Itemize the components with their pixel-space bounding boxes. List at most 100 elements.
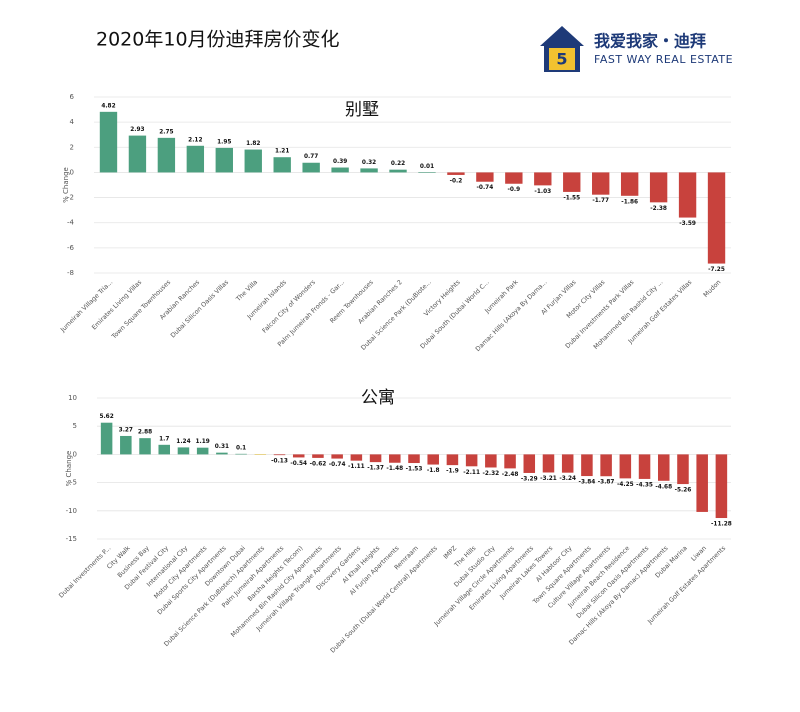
bar [619, 454, 632, 479]
bar [177, 447, 190, 455]
data-label: 5.62 [99, 414, 113, 420]
data-label: -7.25 [708, 267, 725, 273]
x-tick-label: Dubai Silicon Oasis Apartments [575, 545, 650, 620]
bar [244, 149, 262, 173]
data-label: 2.12 [188, 137, 202, 143]
bar [485, 454, 497, 468]
data-label: 0.32 [362, 160, 376, 166]
data-label: -3.59 [679, 221, 696, 227]
data-label: -0.62 [310, 461, 327, 467]
data-label: -1.48 [386, 466, 403, 472]
bar [505, 172, 523, 184]
bar [389, 454, 401, 463]
data-label: 0.39 [333, 159, 347, 165]
bar [465, 454, 478, 467]
bar [128, 135, 147, 173]
data-label: -5.26 [675, 488, 692, 494]
brand: 我爱我家・迪拜 [594, 32, 706, 51]
y-tick-label: 0 [73, 450, 77, 458]
bar [561, 454, 574, 473]
bar [523, 454, 536, 473]
y-tick-label: -6 [67, 244, 75, 252]
x-tick-label: IMPZ [442, 544, 458, 560]
x-tick-label: Jumeirah Golf Estates Villas [627, 279, 694, 346]
page-title: 2020年10月份迪拜房价变化 [96, 29, 340, 51]
y-tick-label: -4 [67, 219, 75, 227]
bar [408, 454, 420, 464]
bar [186, 145, 205, 173]
data-label: -3.84 [579, 480, 596, 486]
bar [312, 454, 324, 458]
data-label: 2.75 [159, 129, 173, 135]
x-tick-label: Dubai Investments P... [58, 545, 113, 600]
data-label: -1.03 [534, 189, 551, 195]
data-label: -1.9 [446, 469, 459, 475]
bar [427, 454, 439, 465]
data-label: 1.7 [159, 436, 169, 442]
data-label: -0.74 [329, 462, 346, 468]
data-label: 4.82 [101, 103, 115, 109]
data-label: -3.87 [598, 480, 615, 486]
data-label: 0.01 [420, 164, 434, 170]
brand-en: FAST WAY REAL ESTATE [594, 53, 733, 66]
y-tick-label: 6 [70, 93, 75, 101]
bar [476, 172, 494, 182]
data-label: -1.11 [348, 464, 365, 470]
bar [534, 172, 552, 186]
chart-title: 公寓 [361, 388, 395, 408]
y-tick-label: 2 [70, 143, 74, 151]
bar [235, 453, 247, 455]
data-label: -4.68 [655, 484, 672, 490]
bar [360, 168, 378, 173]
chart-title: 别墅 [345, 100, 379, 120]
bar [99, 111, 118, 173]
bar [157, 137, 176, 173]
data-label: -1.53 [406, 467, 423, 473]
data-label: -1.77 [592, 198, 609, 204]
data-label: -2.48 [502, 472, 519, 478]
bar [657, 454, 670, 481]
svg-text:5: 5 [556, 50, 567, 69]
bar [678, 172, 697, 218]
data-label: -3.24 [559, 476, 576, 482]
data-label: -1.37 [367, 466, 384, 472]
data-label: -0.54 [290, 461, 307, 467]
data-label: -2.11 [463, 470, 480, 476]
bar [100, 422, 113, 455]
bar [649, 172, 668, 203]
data-label: 0.22 [391, 161, 405, 167]
data-label: 0.1 [236, 445, 246, 451]
y-tick-label: 4 [70, 118, 75, 126]
bar [302, 162, 320, 173]
x-tick-label: Emirates Living Villas [91, 279, 143, 331]
data-label: 0.77 [304, 154, 318, 160]
data-label: 1.21 [275, 149, 289, 155]
bar [504, 454, 516, 469]
bar [216, 452, 228, 455]
data-label: -1.55 [563, 195, 580, 201]
data-label: -0.74 [477, 185, 494, 191]
x-tick-label: Dubai Silicon Oasis Villas [170, 279, 231, 340]
bar [215, 147, 233, 173]
bar [542, 454, 555, 473]
data-label: 2.88 [138, 430, 152, 436]
x-tick-label: The Villa [234, 279, 259, 304]
y-tick-label: -15 [66, 535, 77, 543]
data-label: -1.86 [621, 199, 638, 205]
data-label: 0.31 [215, 444, 229, 450]
bar [563, 172, 581, 192]
y-tick-label: 10 [68, 394, 77, 402]
logo: 5 [540, 26, 584, 72]
bar [389, 169, 407, 173]
data-label: -0.2 [450, 178, 463, 184]
bar [350, 454, 363, 461]
data-label: -11.28 [711, 522, 732, 528]
bar [447, 172, 465, 175]
bar [715, 454, 728, 519]
y-tick-label: -2 [67, 194, 74, 202]
bar [331, 454, 343, 459]
bar [418, 172, 436, 173]
y-axis-label: % Change [62, 167, 70, 203]
bar [292, 454, 305, 458]
